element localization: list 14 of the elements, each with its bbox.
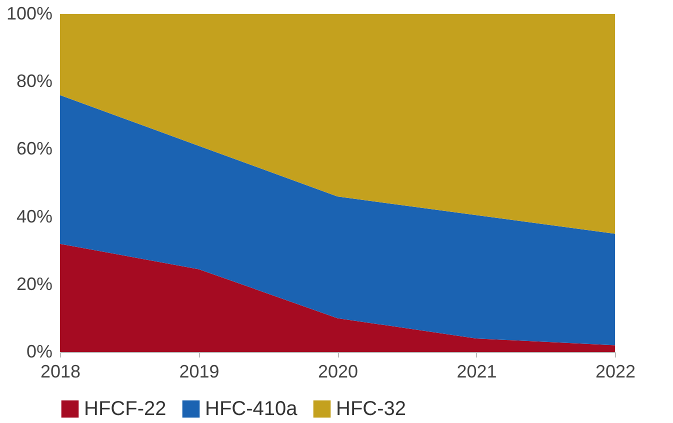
x-tick-label: 2018 (40, 362, 81, 382)
x-tick-label: 2020 (318, 362, 358, 382)
y-tick-label: 20% (16, 274, 52, 294)
y-tick-label: 60% (16, 138, 52, 159)
y-tick-label: 80% (16, 71, 52, 92)
y-tick-label: 40% (16, 206, 52, 226)
legend-label: HFC-32 (336, 398, 406, 420)
x-tick-label: 2021 (456, 362, 497, 382)
x-tick-label: 2019 (179, 362, 220, 382)
x-tick-label: 2022 (595, 362, 636, 382)
legend-label: HFCF-22 (84, 398, 166, 420)
y-tick-label: 100% (6, 4, 52, 24)
y-tick-label: 0% (26, 342, 52, 362)
legend-label: HFC-410a (205, 398, 298, 420)
